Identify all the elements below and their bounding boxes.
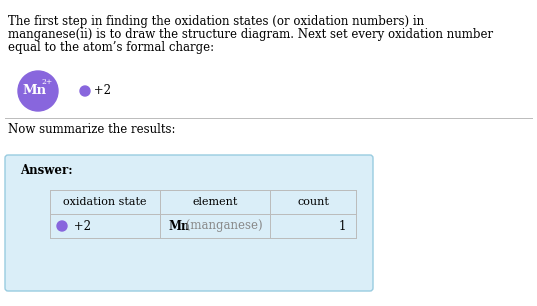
Circle shape bbox=[80, 86, 90, 96]
Text: Now summarize the results:: Now summarize the results: bbox=[8, 123, 176, 136]
Text: Mn: Mn bbox=[168, 219, 190, 233]
Text: element: element bbox=[192, 197, 238, 207]
FancyBboxPatch shape bbox=[5, 155, 373, 291]
Text: manganese(ii) is to draw the structure diagram. Next set every oxidation number: manganese(ii) is to draw the structure d… bbox=[8, 28, 493, 41]
Circle shape bbox=[57, 221, 67, 231]
Text: Answer:: Answer: bbox=[20, 164, 72, 177]
Circle shape bbox=[18, 71, 58, 111]
Text: equal to the atom’s formal charge:: equal to the atom’s formal charge: bbox=[8, 41, 214, 54]
Text: +2: +2 bbox=[90, 84, 111, 98]
Text: oxidation state: oxidation state bbox=[63, 197, 147, 207]
Text: count: count bbox=[297, 197, 329, 207]
Text: 1: 1 bbox=[339, 219, 346, 233]
Text: +2: +2 bbox=[70, 219, 91, 233]
Text: Mn: Mn bbox=[23, 84, 47, 96]
Text: (manganese): (manganese) bbox=[182, 219, 263, 233]
Text: 2+: 2+ bbox=[41, 78, 53, 86]
Text: The first step in finding the oxidation states (or oxidation numbers) in: The first step in finding the oxidation … bbox=[8, 15, 424, 28]
